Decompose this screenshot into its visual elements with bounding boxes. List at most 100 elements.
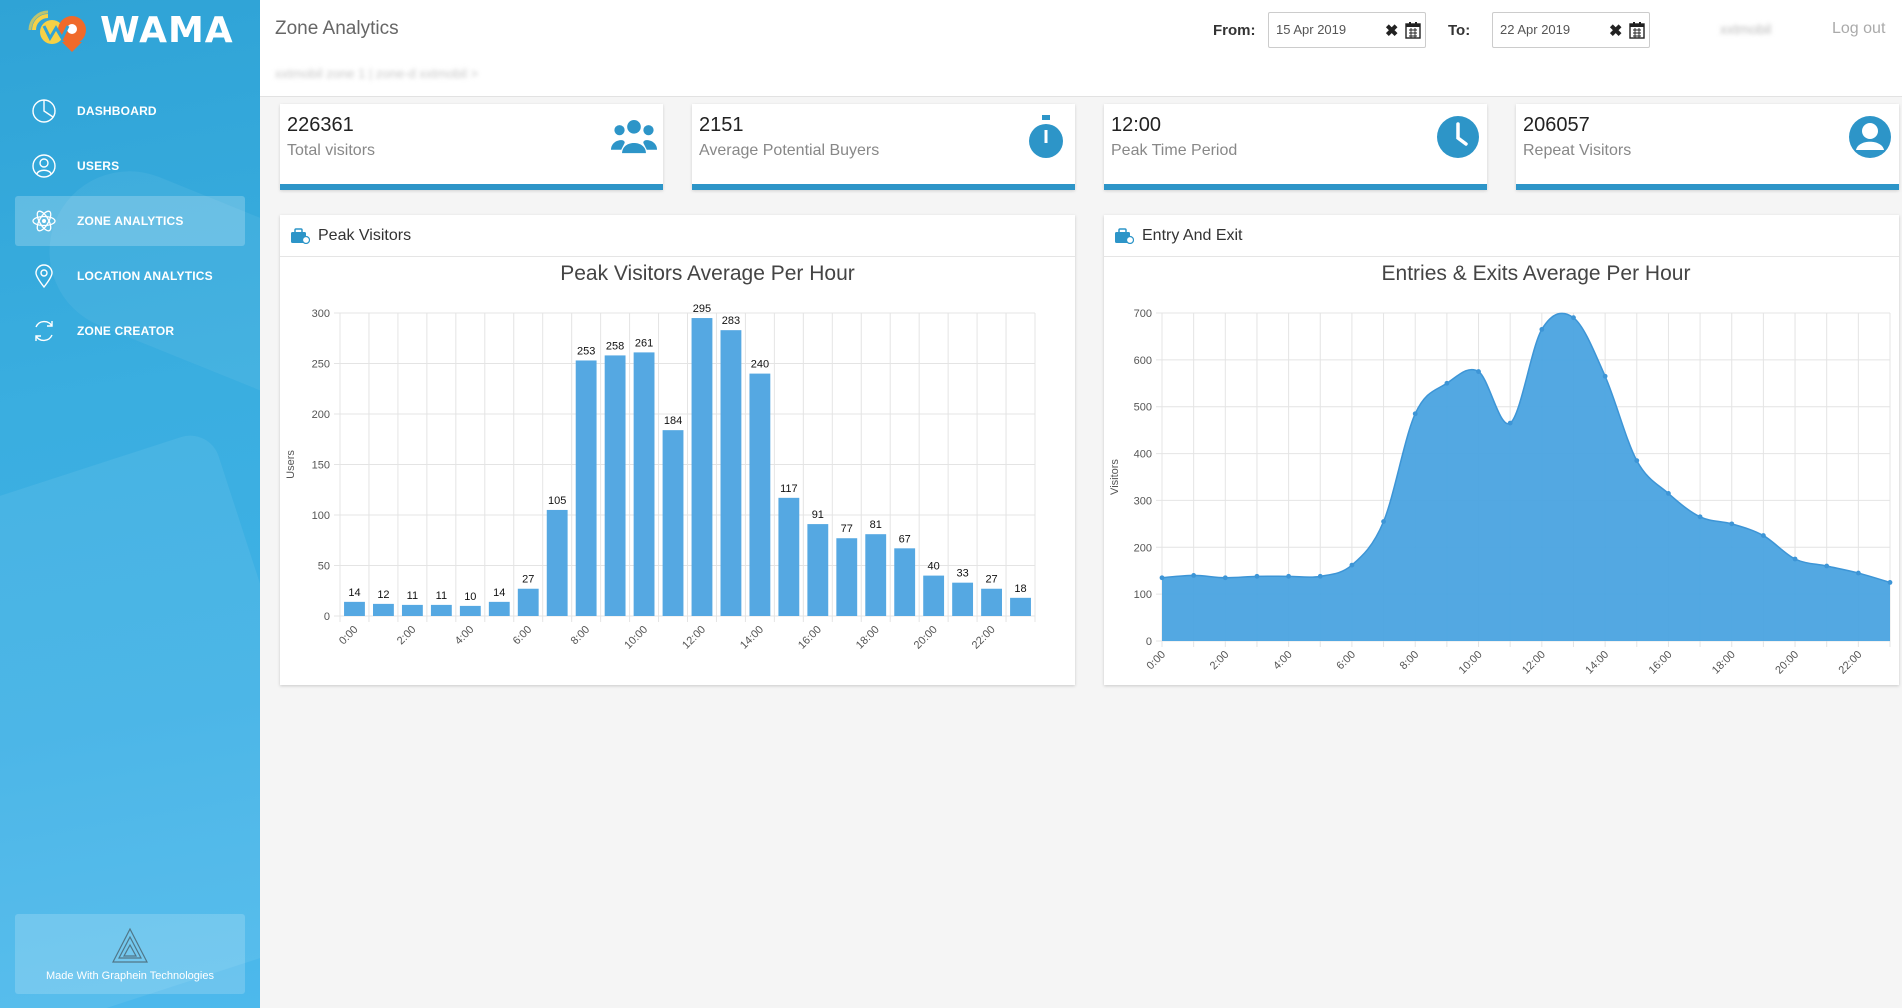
x-tick-label: 10:00 [1457,649,1485,677]
x-tick-label: 22:00 [970,624,998,652]
data-label: 18 [1014,583,1026,595]
stat-value: 206057 [1523,114,1590,136]
bar [633,352,655,616]
bar [662,430,684,616]
bar [807,524,829,616]
y-tick-label: 700 [1134,308,1152,320]
stat-label: Repeat Visitors [1523,142,1632,159]
stat-card-peak-time: 12:00 Peak Time Period [1104,104,1487,190]
bar [836,538,858,616]
stat-value: 12:00 [1111,114,1162,136]
x-tick-label: 14:00 [1583,649,1611,677]
logout-link[interactable]: Log out [1832,20,1886,37]
sidebar-item-zone-analytics[interactable]: ZONE ANALYTICS [15,196,245,246]
data-point [1634,458,1640,463]
data-label: 40 [928,561,940,573]
bar [430,604,452,616]
peak-visitors-bar-chart: Peak Visitors Average Per Hour 0 50 100 150 2… [285,262,1036,652]
data-point [1887,580,1893,585]
stat-label: Average Potential Buyers [699,142,880,159]
sidebar-item-label: ZONE CREATOR [77,324,175,338]
data-label: 14 [348,587,360,599]
peak-visitors-panel: Peak Visitors Peak Visitors Average Per … [280,215,1075,685]
bar [952,582,974,616]
footer-credit[interactable]: Made With Graphein Technologies [15,914,245,994]
to-date-field[interactable]: ✖ [1492,12,1650,48]
stat-card-total-visitors: 226361 Total visitors [280,104,663,190]
x-tick-label: 20:00 [912,624,940,652]
chart-title: Entries & Exits Average Per Hour [1382,262,1691,285]
user-name[interactable]: xxtmobil [1720,21,1772,37]
entries-exits-area-chart: Entries & Exits Average Per Hour 0 100 200 3… [1109,262,1893,677]
bar [1010,597,1031,616]
bar [778,497,800,616]
data-label: 91 [812,509,824,521]
sidebar-item-users[interactable]: USERS [15,141,245,191]
data-label: 295 [693,303,711,315]
stat-value: 226361 [287,114,354,136]
sidebar-item-label: USERS [77,159,120,173]
breadcrumb[interactable]: xxtmobil zone 1 | zone-d xxtmobil > [275,66,479,81]
x-tick-label: 6:00 [1334,649,1358,673]
footer-text: Made With Graphein Technologies [46,970,214,982]
bar [488,601,510,616]
top-bar: Zone Analytics xxtmobil zone 1 | zone-d … [260,0,1902,97]
data-point [1760,533,1766,538]
data-point [1729,521,1735,527]
data-label: 27 [522,574,534,586]
to-date-input[interactable] [1500,22,1600,37]
y-tick-label: 400 [1134,449,1152,461]
data-point [1412,411,1418,417]
data-point [1476,369,1481,374]
users-group-icon [611,119,657,154]
x-tick-label: 8:00 [569,624,593,648]
y-tick-label: 250 [312,359,330,371]
from-date-input[interactable] [1276,22,1376,37]
data-point [1666,491,1671,496]
x-tick-label: 10:00 [622,624,650,652]
panel-header: Entry And Exit [1104,215,1899,257]
data-point [1381,519,1386,524]
sidebar: WAMA DASHBOARD USERS ZONE A [0,0,260,1008]
data-label: 67 [899,533,911,545]
panel-header: Peak Visitors [280,215,1075,257]
y-axis-label: Users [285,450,297,479]
x-tick-label: 18:00 [854,624,882,652]
x-tick-label: 2:00 [395,624,419,648]
clear-icon[interactable]: ✖ [1385,23,1399,40]
calendar-icon[interactable] [1629,21,1645,39]
chart-title: Peak Visitors Average Per Hour [560,262,855,285]
entry-exit-panel: Entry And Exit Entries & Exits Average P… [1104,215,1899,685]
stopwatch-icon [1029,115,1063,158]
x-tick-label: 6:00 [511,624,535,648]
sidebar-item-zone-creator[interactable]: ZONE CREATOR [15,306,245,356]
bar [749,373,771,616]
brand-name: WAMA [100,9,234,51]
y-tick-label: 300 [312,308,330,320]
stat-label: Total visitors [287,142,376,159]
y-tick-label: 600 [1134,355,1152,367]
briefcase-icon [1115,227,1134,244]
clear-icon[interactable]: ✖ [1609,23,1623,40]
clock-icon [1437,116,1479,158]
data-label: 77 [841,523,853,535]
x-tick-label: 0:00 [337,624,361,648]
sidebar-item-label: ZONE ANALYTICS [77,214,184,228]
calendar-icon[interactable] [1405,21,1421,39]
stat-card-potential-buyers: 2151 Average Potential Buyers [692,104,1075,190]
x-tick-label: 0:00 [1144,649,1168,673]
wama-logo-icon [28,10,86,52]
bar [894,548,916,616]
data-label: 27 [985,574,997,586]
sidebar-item-label: LOCATION ANALYTICS [77,269,213,283]
brand-logo[interactable]: WAMA [0,0,260,60]
data-label: 184 [664,415,682,427]
sidebar-item-location-analytics[interactable]: LOCATION ANALYTICS [15,251,245,301]
data-label: 283 [722,315,740,327]
data-label: 105 [548,495,566,507]
from-date-field[interactable]: ✖ [1268,12,1426,48]
sidebar-item-dashboard[interactable]: DASHBOARD [15,86,245,136]
sidebar-item-label: DASHBOARD [77,104,157,118]
x-tick-label: 2:00 [1208,649,1232,673]
data-point [1444,380,1450,386]
